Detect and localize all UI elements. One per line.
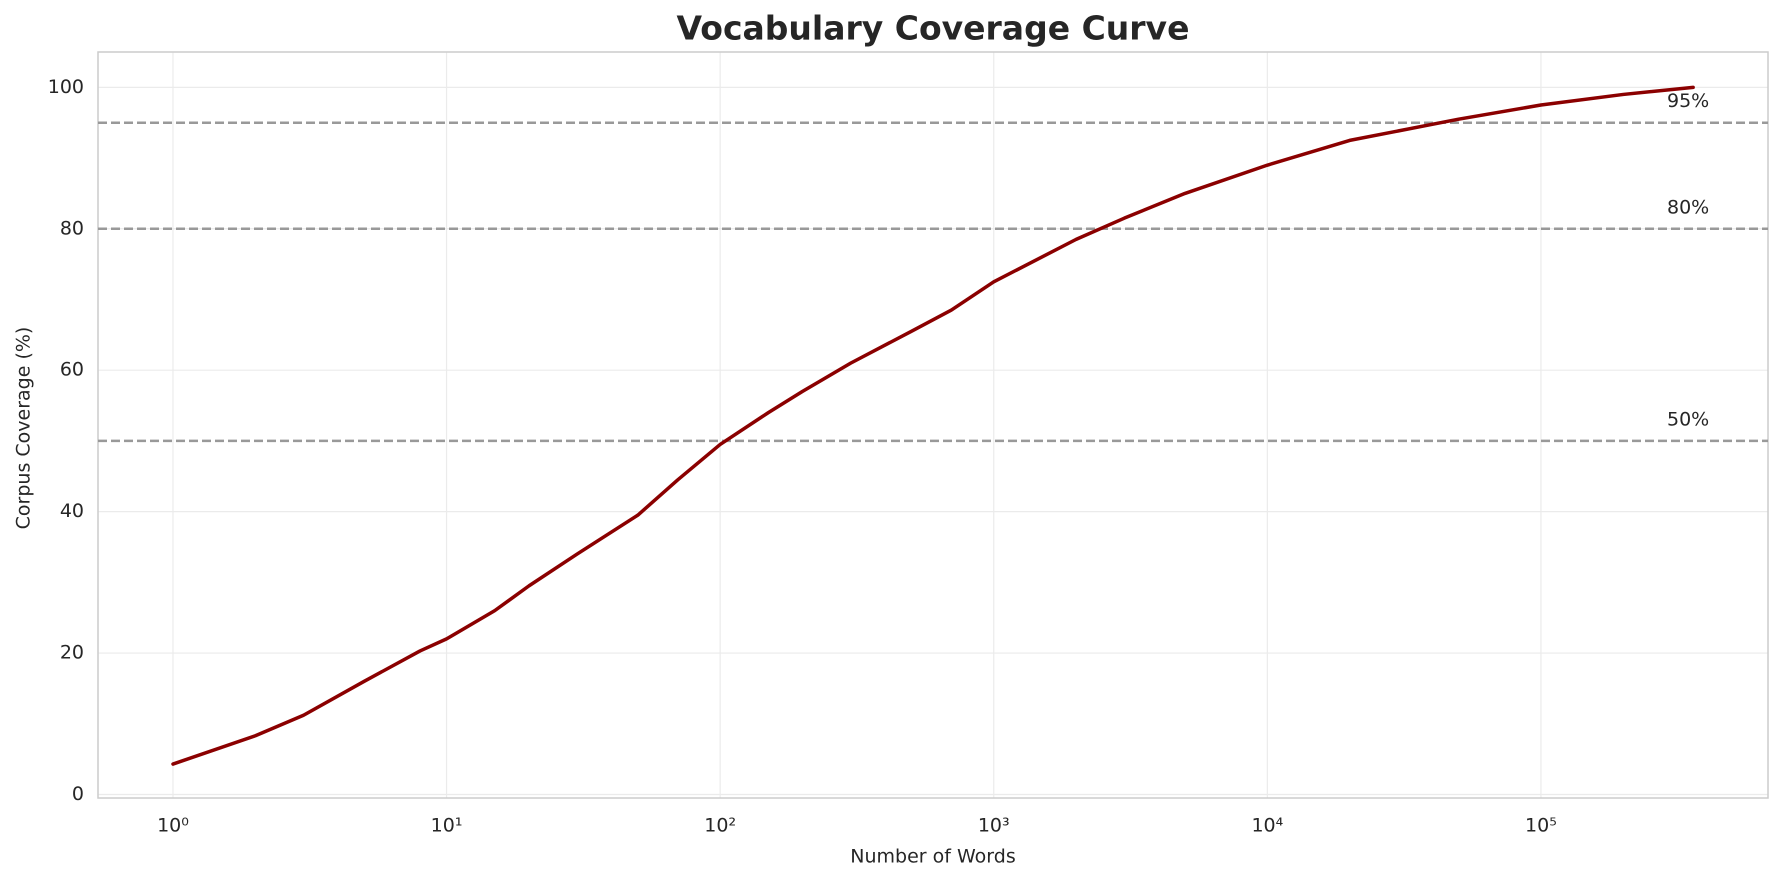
x-tick-label: 10⁴ xyxy=(1251,815,1283,837)
y-tick-label: 80 xyxy=(60,217,84,239)
x-axis-label: Number of Words xyxy=(850,846,1015,868)
plot-frame xyxy=(97,51,1769,799)
reference-label: 80% xyxy=(1667,196,1709,218)
y-tick-label: 0 xyxy=(72,783,84,805)
y-tick-label: 100 xyxy=(48,76,84,98)
x-tick-label: 10³ xyxy=(978,815,1010,837)
reference-label: 95% xyxy=(1667,90,1709,112)
reference-label: 50% xyxy=(1667,408,1709,430)
x-tick-label: 10² xyxy=(704,815,736,837)
line xyxy=(171,85,1695,766)
y-tick-label: 40 xyxy=(60,500,84,522)
y-axis-label: Corpus Coverage (%) xyxy=(13,327,35,530)
chart-title: Vocabulary Coverage Curve xyxy=(677,9,1190,48)
y-tick-label: 20 xyxy=(60,642,84,664)
x-tick-label: 10⁰ xyxy=(157,815,189,837)
x-tick-label: 10⁵ xyxy=(1525,815,1557,837)
y-tick-label: 60 xyxy=(60,359,84,381)
x-tick-label: 10¹ xyxy=(431,815,463,837)
